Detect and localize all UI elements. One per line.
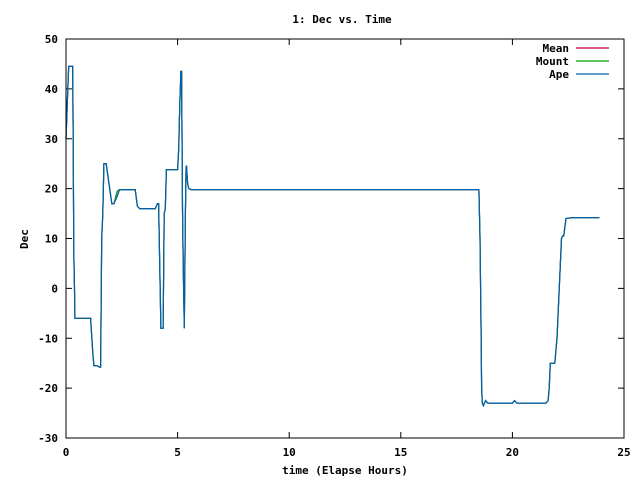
y-tick-label: 10	[45, 233, 58, 246]
x-tick-label: 10	[283, 446, 296, 459]
y-tick-label: 50	[45, 33, 58, 46]
y-tick-label: 0	[51, 282, 58, 295]
x-tick-label: 5	[174, 446, 181, 459]
y-tick-label: 20	[45, 183, 58, 196]
x-axis-label: time (Elapse Hours)	[282, 464, 408, 477]
y-tick-label: 40	[45, 83, 58, 96]
series-line-mean	[65, 65, 600, 408]
y-axis-label: Dec	[18, 229, 31, 249]
x-tick-label: 15	[394, 446, 407, 459]
y-axis: -30 -20 -10 0 10 20 30 40 50	[38, 33, 624, 445]
plot-area	[65, 65, 600, 408]
legend-label-mean: Mean	[543, 42, 570, 55]
legend-label-mount: Mount	[536, 55, 569, 68]
y-tick-label: -30	[38, 432, 58, 445]
y-tick-label: -10	[38, 332, 58, 345]
series-line-ape	[65, 65, 600, 408]
x-axis: 0 5 10 15 20 25	[63, 39, 631, 459]
y-tick-label: -20	[38, 382, 58, 395]
x-tick-label: 25	[617, 446, 630, 459]
legend-label-ape: Ape	[549, 68, 569, 81]
series-line-mount	[65, 65, 600, 408]
chart-title: 1: Dec vs. Time	[292, 13, 392, 26]
y-tick-label: 30	[45, 133, 58, 146]
x-tick-label: 0	[63, 446, 70, 459]
plot-frame	[65, 38, 625, 439]
x-tick-label: 20	[506, 446, 519, 459]
